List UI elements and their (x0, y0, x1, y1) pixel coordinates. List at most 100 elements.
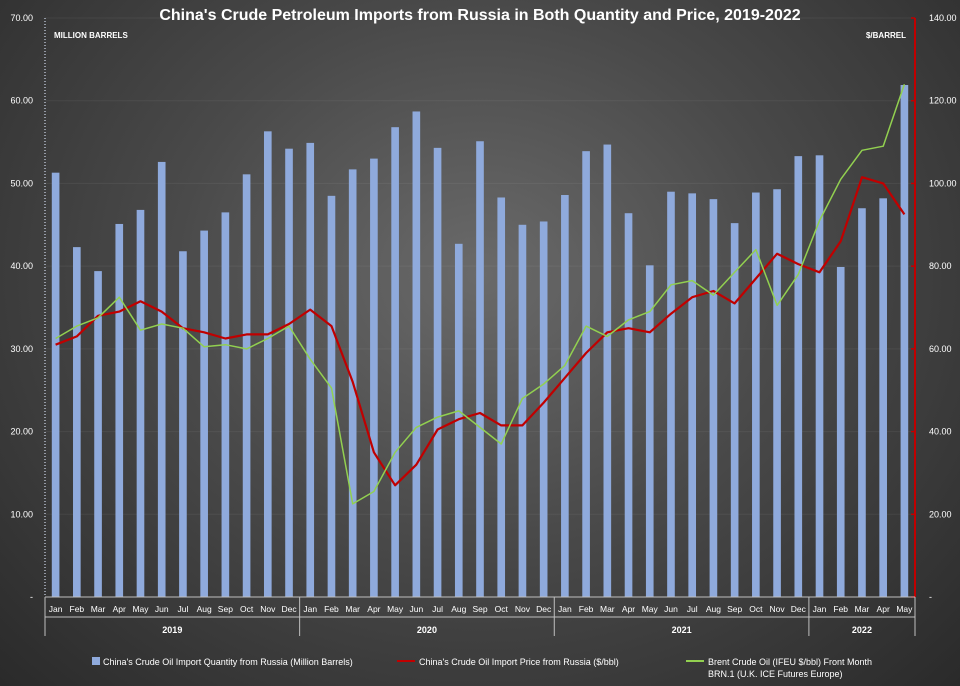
month-label: Aug (706, 604, 721, 614)
bar (667, 191, 675, 597)
right-tick-label: 80.00 (929, 261, 952, 271)
bar (900, 84, 909, 597)
month-label: Oct (240, 604, 254, 614)
month-label: Feb (833, 604, 848, 614)
bar-series (51, 84, 909, 598)
bar (433, 147, 442, 597)
bar (157, 161, 166, 597)
month-label: Jan (558, 604, 572, 614)
month-label: Jan (303, 604, 317, 614)
month-label: Feb (70, 604, 85, 614)
left-tick-label: 50.00 (10, 178, 33, 188)
month-label: Dec (791, 604, 807, 614)
month-label: Jul (687, 604, 698, 614)
right-tick-label: 20.00 (929, 509, 952, 519)
bar (497, 197, 506, 598)
bar (603, 144, 612, 597)
bar (709, 199, 718, 597)
month-label: Mar (345, 604, 360, 614)
bar (263, 131, 272, 597)
right-tick-label: 60.00 (929, 344, 952, 354)
legend-label-quantity: China's Crude Oil Import Quantity from R… (103, 657, 353, 667)
legend: China's Crude Oil Import Quantity from R… (92, 657, 875, 679)
month-label: Feb (579, 604, 594, 614)
bar (836, 266, 845, 597)
month-label: Jun (155, 604, 169, 614)
left-tick-label: 20.00 (10, 427, 33, 437)
month-label: May (132, 604, 149, 614)
bar (815, 155, 824, 597)
month-label: Nov (515, 604, 531, 614)
month-label: Dec (281, 604, 297, 614)
left-tick-label: - (30, 592, 33, 602)
bar (730, 223, 739, 598)
month-label: Nov (770, 604, 786, 614)
bar (242, 174, 251, 597)
bar (370, 158, 378, 597)
year-label: 2020 (417, 625, 437, 635)
right-axis-label: $/BARREL (866, 31, 906, 40)
bar (94, 271, 102, 597)
bar (476, 141, 484, 597)
bar (582, 151, 590, 598)
month-label: Jul (177, 604, 188, 614)
left-tick-label: 30.00 (10, 344, 33, 354)
month-label: Jun (664, 604, 678, 614)
bar (179, 251, 187, 598)
month-label: Nov (260, 604, 276, 614)
bar (645, 265, 654, 597)
right-tick-label: 120.00 (929, 96, 957, 106)
right-tick-label: - (929, 592, 932, 602)
year-label: 2021 (672, 625, 692, 635)
month-label: May (642, 604, 659, 614)
bar (539, 221, 548, 597)
left-tick-label: 10.00 (10, 509, 33, 519)
right-tick-label: 140.00 (929, 13, 957, 23)
bar (200, 230, 208, 597)
bar (561, 195, 569, 597)
bar (879, 198, 887, 597)
bar (412, 111, 421, 598)
x-axis-labels: Jan Feb Mar Apr May Jun Jul Aug Sep Oct Nov Dec Jan F… (44, 597, 916, 636)
left-tick-label: 60.00 (10, 96, 33, 106)
bar (688, 193, 697, 597)
month-label: Jan (49, 604, 63, 614)
brent-line (55, 83, 906, 505)
month-label: Apr (622, 604, 635, 614)
month-label: Jan (813, 604, 827, 614)
left-axis-label: MILLION BARRELS (54, 31, 128, 40)
month-label: Oct (495, 604, 509, 614)
bar (794, 156, 803, 597)
bar (858, 208, 866, 597)
legend-label-brent-line2: BRN.1 (U.K. ICE Futures Europe) (708, 669, 843, 679)
month-label: Oct (749, 604, 763, 614)
legend-label-brent: Brent Crude Oil (IFEU $/bbl) Front Month… (708, 657, 875, 679)
left-tick-label: 70.00 (10, 13, 33, 23)
legend-swatch-quantity (92, 657, 100, 665)
month-label: May (896, 604, 913, 614)
month-label: Sep (218, 604, 233, 614)
month-label: Mar (855, 604, 870, 614)
month-label: Jul (432, 604, 443, 614)
bar (115, 223, 124, 598)
axes: - 10.00 20.00 30.00 40.00 50.00 60.00 70.00 - 20.… (10, 13, 956, 602)
right-tick-label: 100.00 (929, 178, 957, 188)
month-label: Apr (367, 604, 380, 614)
bar (518, 224, 527, 598)
month-label: Feb (324, 604, 339, 614)
month-label: Dec (536, 604, 552, 614)
legend-label-price: China's Crude Oil Import Price from Russ… (419, 657, 619, 667)
month-label: May (387, 604, 404, 614)
bar (51, 172, 60, 597)
bar (285, 148, 293, 597)
bar (752, 192, 760, 597)
bar (306, 142, 315, 598)
legend-label-brent-text: Brent Crude Oil (IFEU $/bbl) Front Month (708, 657, 872, 667)
chart-title: China's Crude Petroleum Imports from Rus… (159, 7, 800, 24)
month-label: Mar (91, 604, 106, 614)
year-label: 2019 (162, 625, 182, 635)
month-label: Apr (877, 604, 890, 614)
left-tick-label: 40.00 (10, 261, 33, 271)
bar (221, 212, 230, 597)
